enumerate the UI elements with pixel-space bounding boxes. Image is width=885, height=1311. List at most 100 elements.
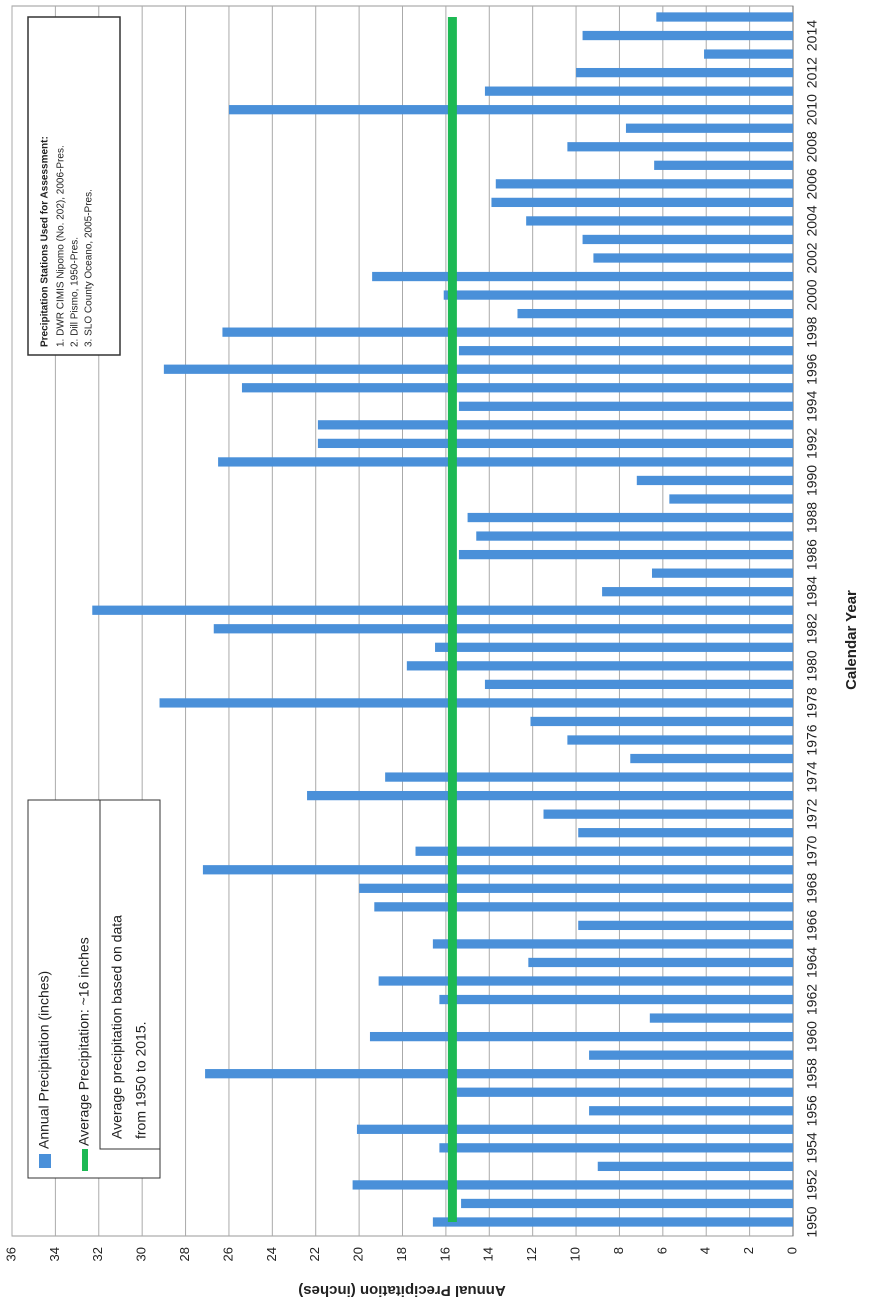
- bar: [159, 698, 793, 708]
- legend-note: from 1950 to 2015.: [133, 1021, 149, 1139]
- y-tick-label: 20: [351, 1247, 366, 1261]
- bar: [543, 809, 794, 819]
- x-tick-label: 1980: [804, 650, 820, 681]
- bar: [374, 902, 793, 912]
- x-tick-label: 1974: [804, 761, 820, 792]
- x-tick-label: 1968: [804, 873, 820, 904]
- x-tick-label: 1956: [804, 1095, 820, 1126]
- stations-line: 3. SLO County Oceano, 2005-Pres.: [84, 189, 95, 347]
- bar: [461, 1198, 793, 1209]
- x-tick-label: 1962: [804, 984, 820, 1015]
- bar: [385, 772, 793, 782]
- y-tick-label: 30: [134, 1247, 149, 1261]
- bar: [625, 123, 793, 133]
- y-tick-label: 28: [177, 1247, 192, 1261]
- bar: [578, 828, 793, 838]
- bar: [589, 1106, 793, 1116]
- x-tick-label: 1998: [804, 316, 820, 347]
- bar: [222, 327, 794, 337]
- y-tick-label: 32: [90, 1247, 105, 1261]
- x-tick-label: 1976: [804, 724, 820, 755]
- bar: [307, 790, 793, 801]
- bar: [372, 271, 793, 282]
- bar: [467, 512, 793, 523]
- x-tick-label: 2010: [804, 94, 820, 125]
- bar: [704, 49, 794, 59]
- x-tick-label: 1950: [804, 1206, 820, 1237]
- bar: [92, 605, 793, 615]
- bar: [495, 179, 793, 189]
- x-tick-label: 2014: [804, 20, 820, 51]
- bar: [241, 383, 793, 393]
- bar: [649, 1013, 793, 1023]
- x-tick-label: 1958: [804, 1058, 820, 1089]
- legend-label: Annual Precipitation (inches): [36, 971, 52, 1149]
- legend-swatch: [39, 1154, 51, 1168]
- bar: [528, 957, 793, 968]
- stations-line: 1. DWR CIMIS Nipomo (No. 202), 2006-Pres…: [56, 145, 67, 347]
- bar: [415, 846, 793, 856]
- stations-title: Precipitation Stations Used for Assessme…: [40, 136, 51, 347]
- bar: [582, 30, 794, 41]
- bar: [439, 994, 793, 1005]
- bar: [435, 642, 793, 652]
- bar: [476, 531, 793, 541]
- y-tick-label: 6: [654, 1247, 669, 1254]
- bar: [205, 1069, 793, 1079]
- y-tick-label: 24: [264, 1247, 279, 1261]
- x-axis-title: Calendar Year: [843, 590, 860, 690]
- bar: [517, 308, 793, 319]
- bar: [669, 494, 794, 504]
- bar: [589, 1050, 793, 1060]
- x-tick-label: 1952: [804, 1169, 820, 1200]
- bar: [458, 549, 793, 560]
- bar: [456, 1087, 793, 1097]
- bar: [484, 679, 793, 690]
- y-tick-label: 16: [437, 1247, 452, 1261]
- y-tick-label: 22: [307, 1247, 322, 1261]
- y-tick-label: 36: [3, 1247, 18, 1261]
- bar: [651, 568, 793, 578]
- bar: [228, 105, 793, 115]
- bar: [602, 587, 793, 597]
- bar: [597, 1161, 793, 1172]
- x-tick-label: 1978: [804, 687, 820, 718]
- x-tick-label: 1964: [804, 947, 820, 978]
- stations-box: [27, 16, 121, 356]
- y-tick-label: 4: [698, 1247, 713, 1254]
- rotated-chart: Annual Precipitation (inches) Calendar Y…: [3, 5, 860, 1299]
- bar: [530, 716, 793, 727]
- y-tick-label: 26: [220, 1247, 235, 1261]
- bar: [443, 290, 793, 300]
- y-axis-title: Annual Precipitation (inches): [298, 1282, 506, 1299]
- bar: [432, 939, 793, 949]
- bar: [317, 420, 793, 430]
- x-tick-label: 1982: [804, 613, 820, 644]
- bar: [378, 976, 793, 986]
- note-box: [99, 799, 161, 1150]
- y-tick-label: 18: [394, 1247, 409, 1261]
- y-tick-label: 8: [611, 1247, 626, 1254]
- bar: [213, 624, 793, 634]
- bar: [636, 475, 793, 486]
- bar: [359, 883, 793, 893]
- y-tick-label: 10: [567, 1247, 582, 1261]
- bar: [567, 142, 794, 152]
- x-tick-label: 1990: [804, 465, 820, 496]
- x-tick-label: 1986: [804, 539, 820, 570]
- bar: [352, 1180, 793, 1190]
- x-tick-label: 2008: [804, 131, 820, 162]
- bar: [484, 86, 793, 96]
- x-tick-label: 2002: [804, 242, 820, 273]
- bar: [458, 401, 793, 411]
- legend-note: Average precipitation based on data: [109, 915, 125, 1139]
- x-tick-label: 2004: [804, 205, 820, 236]
- x-tick-label: 1992: [804, 428, 820, 459]
- bar: [656, 12, 794, 22]
- bar: [491, 197, 793, 208]
- bar: [163, 364, 794, 374]
- bar: [458, 346, 793, 356]
- bar: [576, 67, 793, 78]
- bar: [369, 1031, 793, 1042]
- bar: [567, 735, 794, 745]
